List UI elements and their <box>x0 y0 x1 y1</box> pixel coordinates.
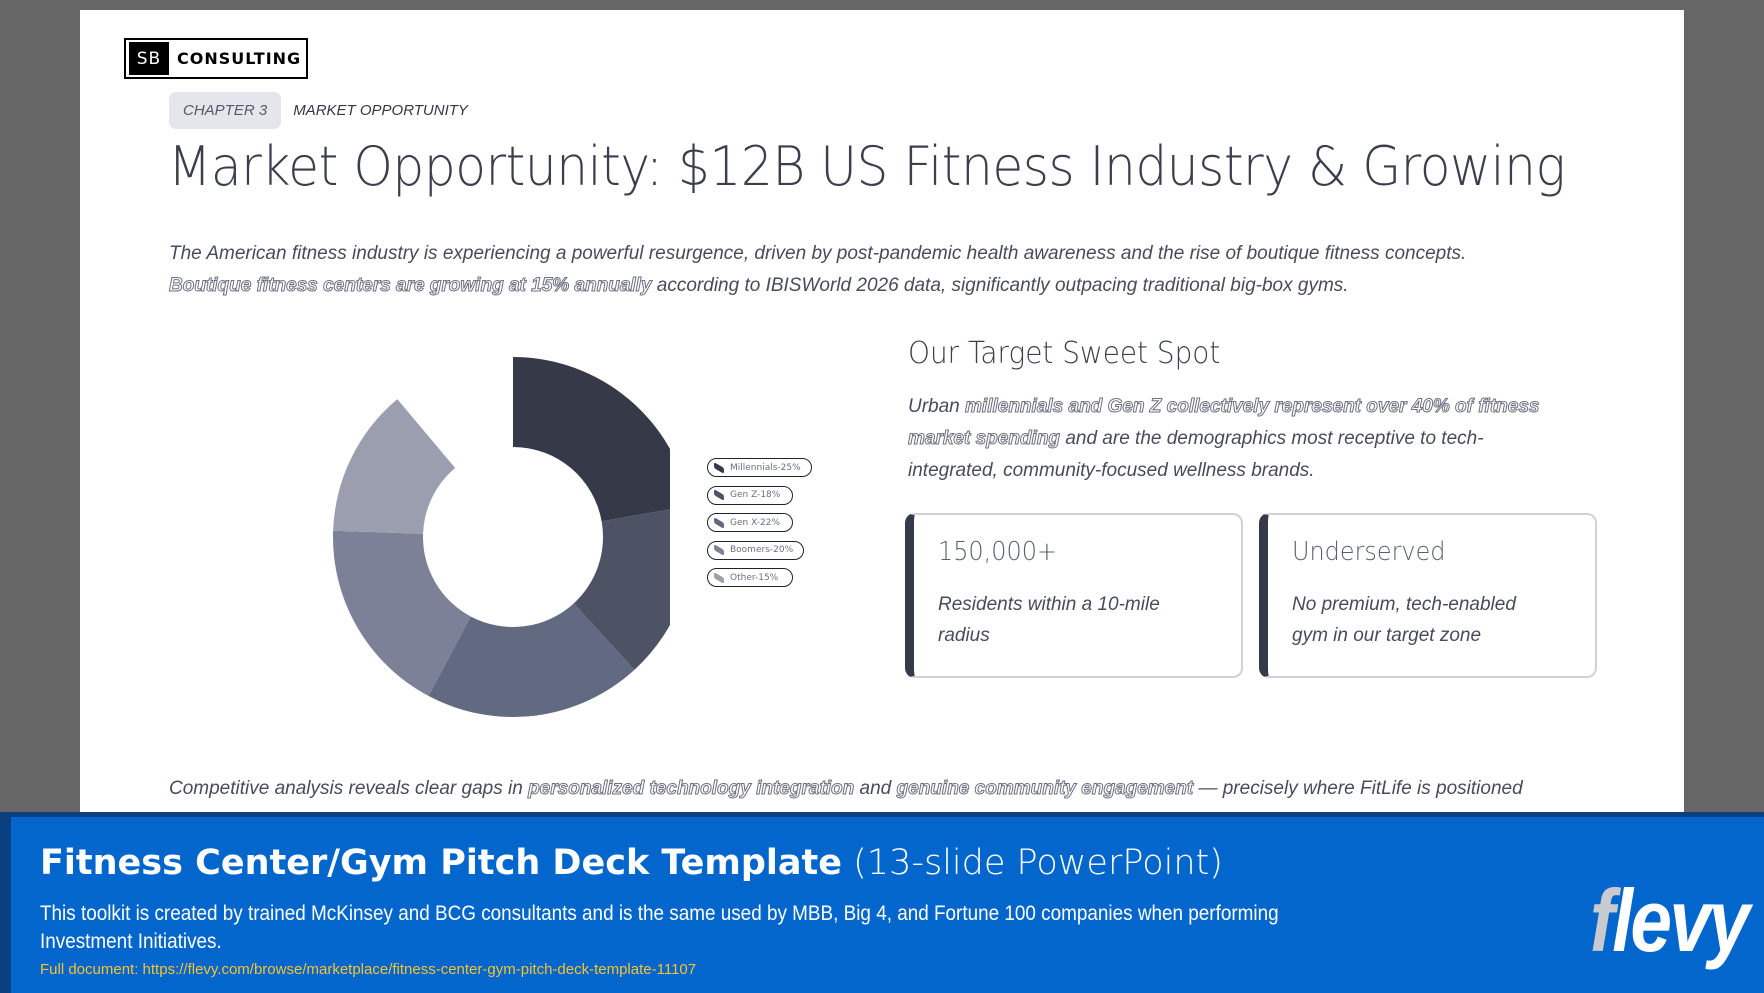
section-title: Our Target Sweet Spot <box>908 336 1221 371</box>
para-text: and are the demographics most receptive … <box>908 428 1484 481</box>
legend-swatch-icon <box>714 461 724 474</box>
flevy-logo-f: f <box>1590 871 1615 970</box>
para-text: Urban <box>908 396 966 417</box>
donut-chart-svg <box>333 357 670 717</box>
competitive-analysis-text: Competitive analysis reveals clear gaps … <box>169 773 1679 805</box>
legend-swatch-icon <box>714 489 724 501</box>
legend-label: Gen X-22% <box>730 517 781 528</box>
banner-title-light: (13-slide PowerPoint) <box>853 843 1223 883</box>
section-paragraph: Urban millennials and Gen Z collectively… <box>907 391 1568 487</box>
intro-highlight: Boutique fitness centers are growing at … <box>169 275 653 297</box>
flevy-logo[interactable]: flevy <box>1590 877 1750 965</box>
bottom-text-part: Competitive analysis reveals clear gaps … <box>169 778 529 799</box>
legend-item-gen-x: Gen X-22% <box>707 513 793 532</box>
logo-name: CONSULTING <box>177 49 302 68</box>
donut-slice-gen-x <box>428 603 635 717</box>
flevy-logo-rest: levy <box>1612 871 1751 970</box>
stat-description: No premium, tech-enabled gym in our targ… <box>1292 594 1516 646</box>
donut-slice-boomers <box>333 530 471 696</box>
stat-card-residents: 150,000+ Residents within a 10-mile radi… <box>905 513 1243 678</box>
donut-slice-gen-z <box>573 509 670 670</box>
legend-swatch-icon <box>714 571 724 584</box>
demographics-donut-chart: Millennials-25% Gen Z-18% Gen X-22% Boomers… <box>230 340 850 740</box>
stat-card-underserved: Underserved No premium, tech-enabled gym… <box>1259 513 1597 678</box>
intro-line-2: according to IBISWorld 2026 data, signif… <box>651 275 1349 296</box>
donut-slice-millennials <box>513 357 670 522</box>
legend-label: Gen Z-18% <box>730 490 781 500</box>
legend-item-millennials: Millennials-25% <box>707 458 812 477</box>
stat-description: Residents within a 10-mile radius <box>938 594 1160 646</box>
sb-consulting-logo: SB CONSULTING <box>124 38 308 79</box>
logo-mark: SB <box>129 42 169 75</box>
legend-swatch-icon <box>714 516 724 529</box>
bottom-text-part: — precisely where FitLife is positioned <box>1193 778 1523 799</box>
para-highlight: millennials and Gen Z collectively repre… <box>907 396 1540 450</box>
banner-description: This toolkit is created by trained McKin… <box>40 902 1279 953</box>
stat-value: 150,000+ <box>938 537 1057 567</box>
target-sweet-spot-section: Our Target Sweet Spot Urban millennials … <box>907 336 1608 487</box>
intro-paragraph: The American fitness industry is experie… <box>169 238 1669 302</box>
legend-label: Other-15% <box>730 572 779 583</box>
slide-title: Market Opportunity: $12B US Fitness Indu… <box>168 135 1566 198</box>
chapter-tag: CHAPTER 3 <box>169 92 282 129</box>
bottom-highlight: genuine community engagement <box>896 778 1194 800</box>
bottom-highlight: personalized technology integration <box>528 778 855 800</box>
legend-swatch-icon <box>714 544 724 556</box>
stat-value: Underserved <box>1292 537 1446 567</box>
donut-slice-other <box>333 399 456 534</box>
banner-title-bold: Fitness Center/Gym Pitch Deck Template <box>40 843 842 883</box>
legend-item-other: Other-15% <box>707 568 793 587</box>
chapter-breadcrumb: CHAPTER 3 MARKET OPPORTUNITY <box>169 92 468 129</box>
legend-item-boomers: Boomers-20% <box>707 540 805 560</box>
flevy-banner: Fitness Center/Gym Pitch Deck Template (… <box>0 812 1764 993</box>
banner-inner: Fitness Center/Gym Pitch Deck Template (… <box>11 817 1764 993</box>
legend-label: Millennials-25% <box>730 462 801 473</box>
slide: SB CONSULTING CHAPTER 3 MARKET OPPORTUNI… <box>80 10 1684 840</box>
intro-line-1: The American fitness industry is experie… <box>169 243 1467 264</box>
banner-title: Fitness Center/Gym Pitch Deck Template (… <box>40 843 1223 883</box>
legend-label: Boomers-20% <box>730 545 794 555</box>
chapter-name: MARKET OPPORTUNITY <box>293 102 468 119</box>
legend-item-gen-z: Gen Z-18% <box>707 485 793 505</box>
bottom-text-part: and <box>854 778 897 799</box>
banner-document-link[interactable]: Full document: https://flevy.com/browse/… <box>40 961 697 978</box>
chart-legend: Millennials-25% Gen Z-18% Gen X-22% Boomers… <box>707 458 812 596</box>
